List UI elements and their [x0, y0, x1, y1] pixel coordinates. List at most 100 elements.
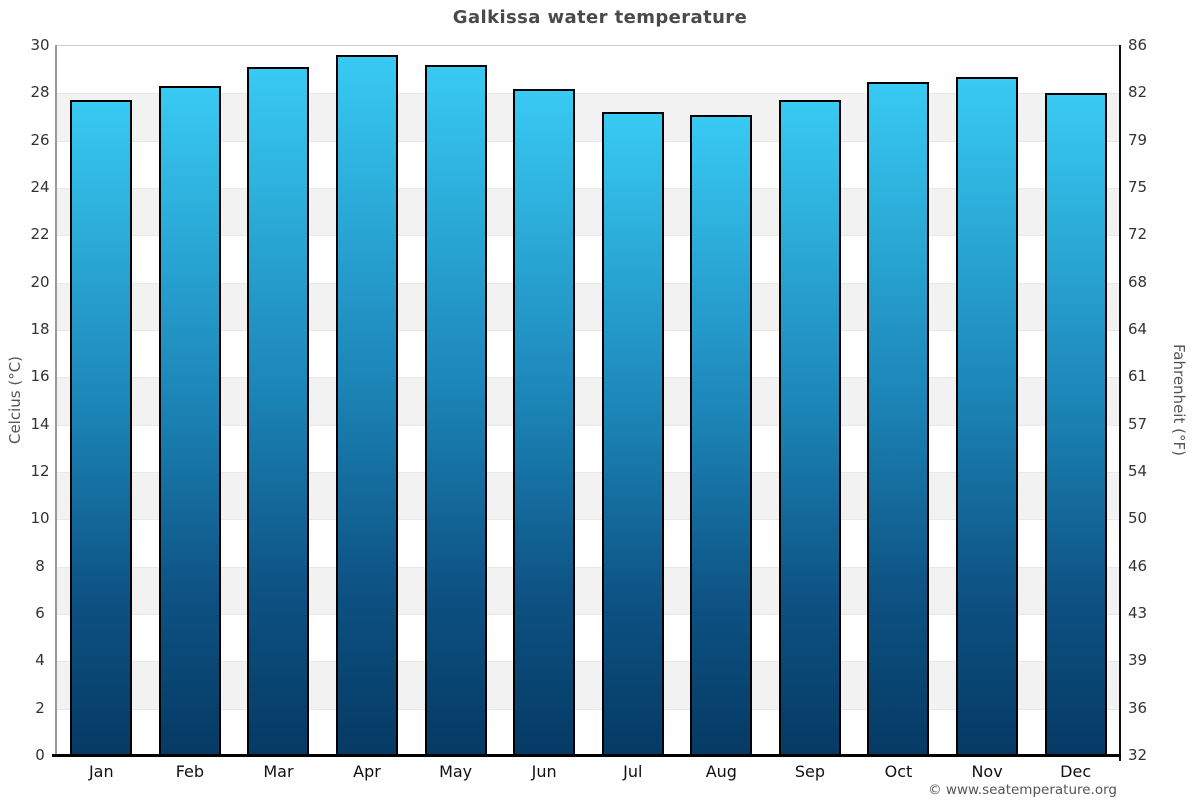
gridline	[57, 188, 1120, 189]
bar-dec	[1044, 93, 1107, 756]
bar-may	[424, 64, 487, 756]
gridline	[57, 424, 1120, 426]
bar-nov	[956, 76, 1019, 756]
x-axis-label-sep: Sep	[794, 762, 825, 781]
y-tick-fahrenheit-54: 54	[1128, 462, 1148, 480]
x-axis-label-mar: Mar	[263, 762, 294, 781]
bar-slot-aug	[677, 46, 766, 756]
gridline	[57, 472, 1120, 473]
y-tick-celsius-18: 18	[30, 320, 50, 338]
y-tick-fahrenheit-57: 57	[1128, 414, 1148, 433]
background-band	[57, 424, 1120, 472]
background-band	[57, 46, 1120, 94]
y-tick-celsius-22: 22	[30, 225, 50, 244]
gridline	[57, 614, 1120, 615]
gridline	[57, 93, 1120, 95]
gridline	[57, 140, 1120, 142]
gridline	[57, 377, 1120, 379]
x-axis-labels: Jan Feb Mar Apr May Jun Jul Aug Sep Oct Nov Dec	[57, 762, 1120, 781]
bar-slot-nov	[943, 46, 1032, 756]
y-tick-celsius-2: 2	[35, 698, 45, 717]
bar-sep	[778, 100, 841, 756]
background-band	[57, 235, 1120, 283]
bar-slot-may	[411, 46, 500, 756]
y-tick-fahrenheit-68: 68	[1128, 272, 1148, 291]
gridline	[57, 708, 1120, 710]
x-axis-label-aug: Aug	[705, 762, 737, 781]
y-tick-fahrenheit-79: 79	[1128, 130, 1148, 149]
y-tick-fahrenheit-72: 72	[1128, 225, 1148, 244]
background-band	[57, 188, 1120, 236]
y-tick-celsius-10: 10	[30, 509, 50, 528]
bar-mar	[247, 67, 310, 756]
x-axis-label-jan: Jan	[88, 762, 114, 781]
background-band	[57, 93, 1120, 141]
background-band	[57, 519, 1120, 567]
bar-slot-apr	[323, 46, 412, 756]
bar-slot-jun	[500, 46, 589, 756]
y-tick-celsius-8: 8	[35, 556, 45, 575]
gridline	[57, 661, 1120, 663]
y-tick-fahrenheit-86: 86	[1128, 36, 1148, 54]
chart-title: Galkissa water temperature	[452, 7, 748, 28]
y-axis-line-right	[1119, 45, 1121, 761]
x-axis-label-apr: Apr	[353, 762, 381, 781]
bar-jan	[70, 100, 133, 756]
gridline	[57, 519, 1120, 521]
bar-slot-oct	[854, 46, 943, 756]
y-tick-celsius-16: 16	[30, 367, 50, 386]
background-band	[57, 661, 1120, 709]
y-tick-celsius-24: 24	[30, 178, 50, 196]
plot-area	[57, 45, 1120, 756]
gridline	[57, 566, 1120, 568]
y-tick-celsius-12: 12	[30, 462, 50, 480]
x-axis-label-may: May	[439, 762, 473, 781]
y-tick-celsius-30: 30	[30, 36, 50, 54]
bar-slot-jan	[57, 46, 146, 756]
bar-aug	[690, 114, 753, 756]
y-tick-celsius-20: 20	[30, 272, 50, 291]
y-tick-fahrenheit-82: 82	[1128, 83, 1148, 102]
y-tick-fahrenheit-39: 39	[1128, 651, 1148, 670]
gridline	[57, 235, 1120, 237]
bar-slot-mar	[234, 46, 323, 756]
gridline	[57, 330, 1120, 331]
y-tick-fahrenheit-36: 36	[1128, 698, 1148, 717]
x-axis-label-oct: Oct	[884, 762, 913, 781]
x-axis-label-dec: Dec	[1060, 762, 1092, 781]
x-axis-label-jul: Jul	[623, 762, 643, 781]
bar-slot-dec	[1031, 46, 1120, 756]
background-band	[57, 377, 1120, 425]
y-axis-title-fahrenheit: Fahrenheit (°F)	[1170, 344, 1188, 456]
bar-slot-jul	[588, 46, 677, 756]
y-tick-celsius-4: 4	[35, 651, 45, 670]
y-tick-fahrenheit-46: 46	[1128, 556, 1148, 575]
footer-credit-link[interactable]: © www.seatemperature.org	[928, 782, 1117, 798]
y-tick-fahrenheit-32: 32	[1128, 746, 1148, 764]
y-tick-fahrenheit-75: 75	[1128, 178, 1148, 196]
y-tick-celsius-0: 0	[35, 746, 45, 764]
background-band	[57, 566, 1120, 614]
y-tick-celsius-26: 26	[30, 130, 50, 149]
bar-jul	[601, 112, 664, 756]
gridline	[57, 282, 1120, 284]
background-band	[57, 708, 1120, 756]
bar-series	[57, 46, 1120, 756]
y-tick-fahrenheit-61: 61	[1128, 367, 1148, 386]
x-axis-label-nov: Nov	[971, 762, 1003, 781]
background-band	[57, 472, 1120, 520]
x-axis-label-jun: Jun	[531, 762, 557, 781]
background-band	[57, 330, 1120, 378]
y-tick-fahrenheit-43: 43	[1128, 604, 1148, 622]
bar-slot-sep	[766, 46, 855, 756]
bar-apr	[336, 55, 399, 756]
bar-feb	[158, 86, 221, 756]
y-axis-line-left	[55, 45, 57, 755]
x-axis-line	[52, 754, 1121, 757]
background-band	[57, 282, 1120, 330]
background-band	[57, 140, 1120, 188]
y-axis-title-celsius: Celcius (°C)	[6, 355, 24, 445]
y-tick-celsius-14: 14	[30, 414, 50, 433]
y-tick-fahrenheit-50: 50	[1128, 509, 1148, 528]
